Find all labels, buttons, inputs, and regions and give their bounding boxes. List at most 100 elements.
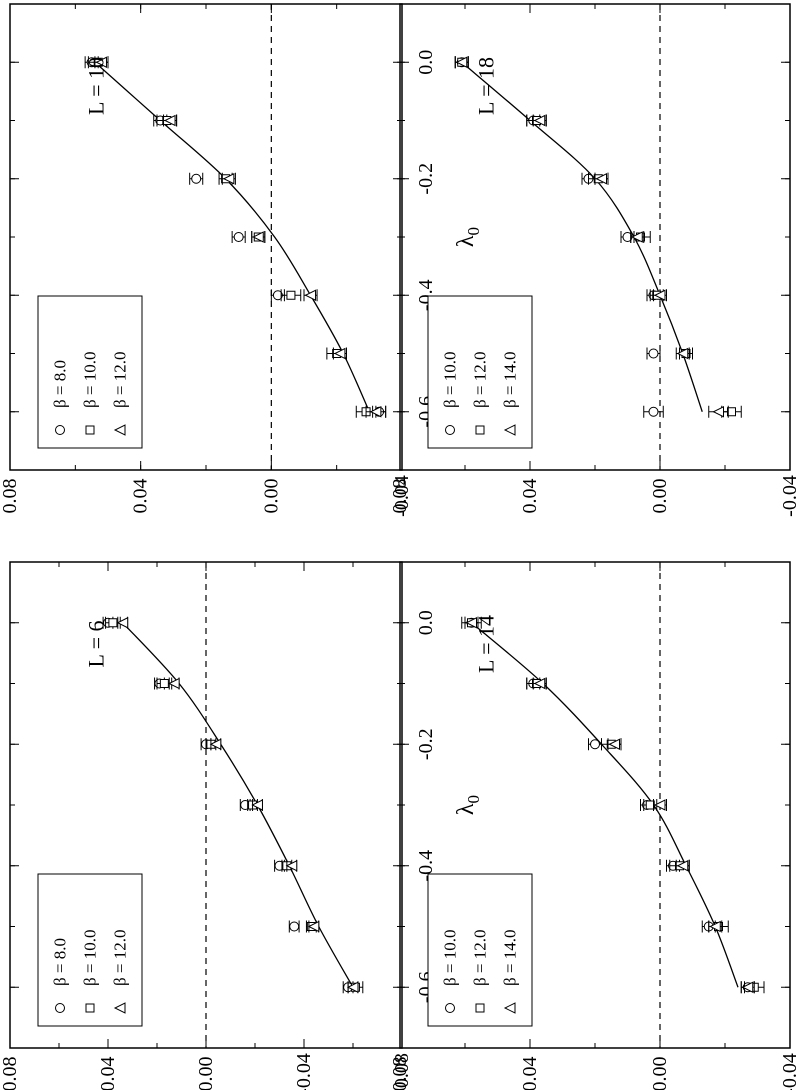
fit-curve-group (122, 622, 354, 988)
panel-label: L = 18 (474, 57, 499, 115)
y-tick-label: 0.04 (519, 1057, 541, 1090)
data-point-triangle (209, 738, 222, 751)
y-tick-label: 0.00 (649, 1057, 671, 1090)
data-point-triangle (676, 859, 689, 872)
legend-marker-square (475, 425, 485, 435)
legend-box (37, 295, 143, 449)
x-axis-label-subscript: 0 (464, 227, 483, 236)
x-axis-label: λ0 (453, 795, 483, 815)
data-point-triangle (653, 289, 666, 302)
y-tick-label: 0.08 (0, 1057, 21, 1090)
x-tick-label: 0.0 (415, 610, 437, 635)
data-point-triangle (116, 616, 129, 629)
legend-label: β = 12.0 (111, 352, 130, 409)
legend: β = 8.0 β = 10.0 β = 12.0 (37, 873, 143, 1027)
data-point-triangle (304, 289, 317, 302)
data-point-circle (233, 232, 244, 242)
data-point-triangle (222, 172, 235, 185)
legend-marker-triangle (503, 1002, 516, 1014)
y-tick-label: 0.00 (195, 1057, 217, 1090)
legend: β = 10.0 β = 12.0 β = 14.0 (427, 295, 533, 449)
data-point-triangle (95, 56, 107, 69)
x-axis-label-subscript: 0 (464, 795, 483, 804)
data-point-triangle (455, 56, 468, 69)
y-tick-label: 0.04 (130, 479, 152, 514)
x-axis-label: λ0 (453, 227, 483, 247)
series-triangle (464, 616, 755, 994)
data-point-triangle (168, 677, 180, 690)
legend-label: β = 8.0 (51, 360, 70, 408)
data-point-triangle (307, 920, 320, 933)
legend-box (37, 873, 143, 1027)
data-point-triangle (285, 859, 298, 872)
x-axis-label-main: λ (453, 235, 479, 247)
series-triangle (94, 56, 387, 418)
chart-panel-0: -0.6-0.4-0.20.00.08 0.04 0.00 -0.04 -0.08β =… (0, 561, 483, 1090)
y-tick-label: 0.04 (97, 1057, 119, 1090)
legend-label: β = 12.0 (471, 352, 490, 409)
legend-marker-circle (55, 425, 65, 435)
legend: β = 8.0 β = 10.0 β = 12.0 (37, 295, 143, 449)
y-tick-label: 0.00 (649, 479, 671, 514)
legend-label: β = 10.0 (81, 352, 100, 409)
panel-label: L = 14 (474, 615, 499, 673)
legend-marker-square (85, 1003, 95, 1013)
x-tick-label: 0.0 (415, 50, 437, 75)
data-point-triangle (369, 405, 382, 418)
data-point-square (286, 290, 296, 300)
legend-label: β = 8.0 (51, 938, 70, 986)
data-point-triangle (741, 981, 754, 994)
y-tick-label: -0.04 (779, 475, 801, 517)
y-tick-label: 0.04 (519, 479, 541, 514)
data-point-triangle (653, 799, 666, 811)
legend-marker-square (475, 1003, 485, 1013)
legend-box (427, 873, 533, 1027)
chart-panel-3: -0.6-0.4-0.20.00.080.040.00-0.04β = 10.0… (389, 3, 804, 517)
x-tick-label: -0.2 (415, 728, 437, 760)
y-tick-label: 0.08 (389, 1057, 411, 1090)
legend-label: β = 14.0 (501, 930, 520, 987)
panel-label: L = 6 (84, 620, 109, 667)
legend-marker-square (85, 425, 95, 435)
x-tick-label: -0.2 (415, 163, 437, 195)
chart-panel-2: -0.6-0.4-0.20.00.080.040.00-0.04β = 10.0… (389, 561, 804, 1090)
data-point-triangle (465, 616, 477, 629)
data-point-circle (590, 739, 600, 750)
y-tick-label: 0.08 (389, 479, 411, 514)
legend-box (427, 295, 533, 449)
y-tick-label: -0.04 (779, 1053, 801, 1090)
legend-marker-triangle (113, 424, 126, 436)
legend-marker-circle (445, 1003, 455, 1013)
data-point-triangle (533, 677, 546, 690)
legend-label: β = 10.0 (441, 352, 460, 409)
series-triangle (116, 616, 359, 994)
y-tick-label: -0.04 (391, 475, 413, 517)
legend-label: β = 12.0 (471, 930, 490, 987)
panel-label: L = 10 (84, 57, 109, 115)
data-point-triangle (163, 114, 176, 127)
legend-label: β = 10.0 (81, 930, 100, 987)
data-point-circle (648, 406, 659, 417)
y-tick-label: 0.08 (0, 479, 21, 514)
legend-label: β = 10.0 (441, 930, 460, 987)
data-point-triangle (251, 799, 263, 811)
legend-marker-circle (445, 425, 455, 435)
y-tick-label: -0.04 (293, 1053, 315, 1090)
data-point-circle (648, 348, 659, 359)
x-axis-label-main: λ (453, 803, 479, 815)
fit-curve (122, 622, 354, 988)
data-point-triangle (709, 920, 721, 933)
data-point-circle (289, 921, 300, 932)
y-tick-label: -0.08 (391, 1053, 413, 1090)
data-point-triangle (608, 738, 620, 751)
data-point-square (159, 679, 169, 688)
data-point-triangle (712, 405, 724, 418)
legend-label: β = 12.0 (111, 930, 130, 987)
data-point-triangle (333, 347, 346, 360)
legend-marker-circle (55, 1003, 65, 1013)
data-point-triangle (252, 231, 264, 243)
data-point-triangle (595, 172, 607, 185)
legend-marker-triangle (503, 424, 516, 436)
series-triangle (454, 56, 729, 418)
